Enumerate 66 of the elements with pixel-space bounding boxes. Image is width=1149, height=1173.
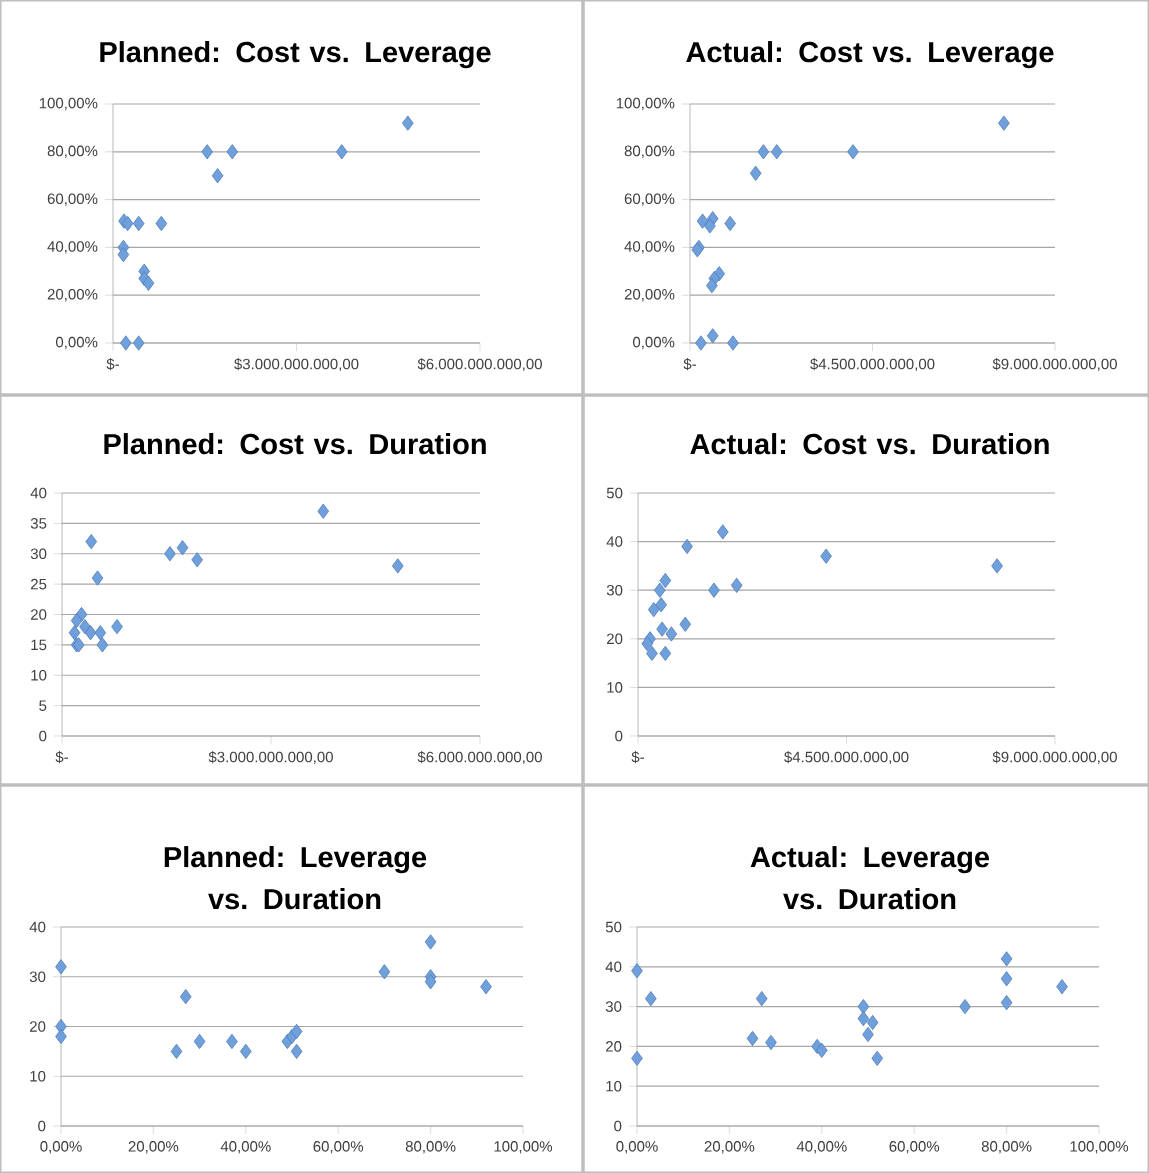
x-tick-label: 40,00%: [220, 1141, 271, 1154]
y-tick-label: 20: [30, 1021, 46, 1032]
y-tick-label: 25: [31, 578, 47, 590]
y-tick-label: 50: [605, 921, 622, 933]
x-tick-label: $9.000.000.000,00: [992, 751, 1117, 765]
x-tick-label: 20,00%: [128, 1141, 179, 1154]
y-tick-label: 20,00%: [47, 289, 98, 302]
x-tick-label: $-: [631, 751, 644, 764]
x-tick-label: $6.000.000.000,00: [417, 751, 542, 765]
y-tick-label: 30: [606, 584, 623, 596]
y-tick-label: 20: [606, 1041, 622, 1052]
y-tick-label: 15: [31, 639, 47, 651]
y-tick-label: 20,00%: [624, 289, 675, 302]
x-tick-label: $6.000.000.000,00: [417, 358, 542, 372]
x-tick-label: $4.500.000.000,00: [810, 358, 935, 372]
y-tick-label: 30: [29, 971, 46, 983]
x-tick-label: 20,00%: [704, 1141, 755, 1154]
y-tick-label: 0,00%: [56, 336, 98, 350]
x-tick-label: $3.000.000.000,00: [208, 751, 333, 765]
x-tick-label: $-: [683, 358, 696, 371]
x-tick-label: 60,00%: [313, 1141, 364, 1154]
chart-title: Actual: Leverage vs. Duration: [750, 846, 990, 910]
x-tick-label: $9.000.000.000,00: [992, 358, 1117, 372]
y-tick-label: 0: [615, 730, 623, 742]
y-tick-label: 0: [39, 730, 47, 742]
y-tick-label: 40: [30, 487, 47, 499]
x-tick-label: 80,00%: [981, 1141, 1032, 1154]
chart-title: Planned: Leverage vs. Duration: [164, 846, 427, 910]
y-tick-label: 0,00%: [633, 336, 675, 350]
y-tick-label: 0: [38, 1120, 46, 1132]
x-tick-label: $3.000.000.000,00: [234, 358, 359, 372]
y-tick-label: 100,00%: [39, 97, 98, 111]
y-tick-label: 30: [30, 548, 47, 560]
y-tick-label: 10: [30, 1070, 46, 1082]
y-tick-label: 30: [605, 1001, 622, 1012]
x-tick-label: 100,00%: [1070, 1141, 1129, 1154]
y-tick-label: 100,00%: [616, 97, 675, 111]
y-tick-label: 80,00%: [624, 145, 675, 158]
y-tick-label: 5: [39, 700, 47, 711]
y-tick-label: 40: [29, 921, 46, 933]
y-tick-label: 10: [31, 669, 47, 681]
y-tick-label: 35: [30, 518, 47, 529]
y-tick-label: 40,00%: [624, 241, 675, 254]
y-tick-label: 40,00%: [47, 241, 98, 254]
chart-title: Planned: Cost vs. Duration: [104, 433, 486, 455]
x-tick-label: $-: [106, 358, 119, 371]
y-tick-label: 80,00%: [47, 145, 98, 158]
chart-title: Planned: Cost vs. Leverage: [100, 41, 491, 69]
y-tick-label: 0: [614, 1120, 622, 1132]
chart-title: Actual: Cost vs. Leverage: [686, 41, 1054, 69]
y-tick-label: 50: [606, 487, 623, 499]
y-tick-label: 20: [31, 609, 47, 620]
y-tick-label: 40: [606, 536, 623, 547]
x-tick-label: $-: [55, 751, 68, 764]
y-tick-label: 20: [607, 633, 623, 645]
y-tick-label: 60,00%: [624, 193, 675, 206]
x-tick-label: 60,00%: [889, 1141, 940, 1154]
y-tick-label: 60,00%: [47, 193, 98, 206]
y-tick-label: 10: [607, 682, 623, 693]
x-tick-label: $4.500.000.000,00: [784, 751, 909, 765]
x-tick-label: 80,00%: [405, 1141, 456, 1154]
y-tick-label: 40: [605, 961, 622, 973]
x-tick-label: 100,00%: [494, 1141, 553, 1154]
chart-title: Actual: Cost vs. Duration: [690, 433, 1049, 455]
y-tick-label: 10: [606, 1080, 622, 1092]
x-tick-label: 40,00%: [796, 1141, 847, 1154]
